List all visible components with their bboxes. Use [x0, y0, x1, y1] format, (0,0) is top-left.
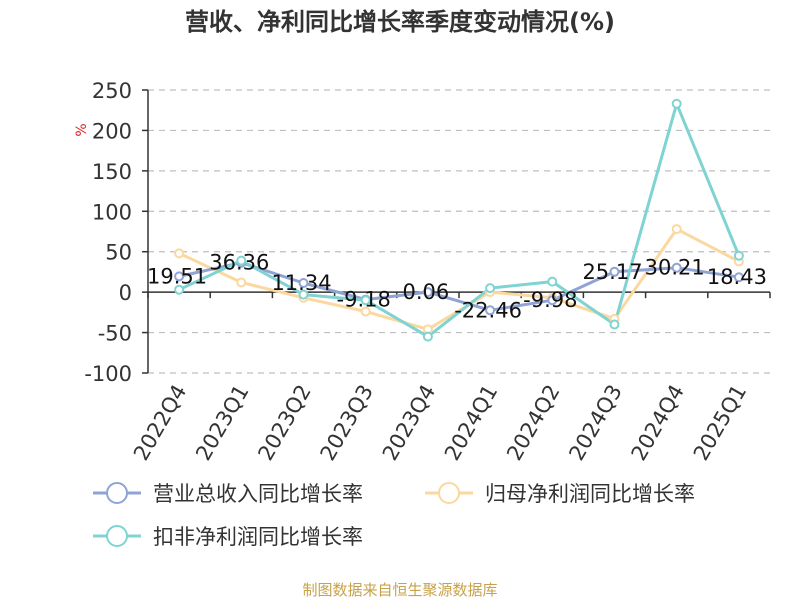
series-line: [178, 261, 740, 312]
y-tick-label: 150: [92, 160, 132, 184]
data-label: 11.34: [271, 271, 331, 295]
y-tick-label: 0: [119, 281, 132, 305]
legend-marker: [106, 525, 128, 547]
x-tick-label: 2023Q1: [191, 381, 253, 465]
legend-label: 营业总收入同比增长率: [153, 482, 363, 506]
legend-item: 营业总收入同比增长率: [93, 482, 363, 506]
y-tick-label: 50: [105, 241, 132, 265]
series-line: [178, 102, 741, 339]
legend-marker: [106, 482, 128, 504]
data-point: [422, 287, 433, 298]
x-tick-label: 2023Q3: [316, 381, 378, 465]
x-tick-label: 2023Q4: [378, 381, 440, 465]
legend-item: 扣非净利润同比增长率: [93, 525, 363, 549]
data-label: 0.06: [403, 280, 450, 304]
x-tick-label: 2025Q1: [689, 381, 751, 465]
points: [174, 98, 744, 342]
data-label: -9.98: [523, 288, 577, 312]
x-tick-label: 2024Q4: [627, 381, 689, 465]
data-point: [422, 331, 433, 342]
data-point: [671, 98, 682, 109]
data-label: 36.36: [209, 251, 269, 275]
data-label: 18.43: [707, 265, 767, 289]
data-point: [174, 271, 185, 282]
y-tick-label: -50: [98, 322, 132, 346]
source-note: 制图数据来自恒生聚源数据库: [302, 581, 497, 599]
data-point: [298, 289, 309, 300]
y-tick-label: 250: [92, 79, 132, 103]
data-point: [236, 277, 247, 288]
data-point: [671, 262, 682, 273]
data-point: [733, 272, 744, 283]
legend-label: 扣非净利润同比增长率: [153, 525, 363, 549]
data-point: [609, 266, 620, 277]
data-point: [671, 224, 682, 235]
y-axis-unit: %: [74, 123, 90, 136]
y-tick-label: 100: [92, 200, 132, 224]
grid: [148, 89, 770, 374]
data-point: [360, 306, 371, 317]
data-point: [236, 255, 247, 266]
data-point: [174, 248, 185, 259]
data-point: [609, 319, 620, 330]
series-lines: [178, 102, 741, 339]
x-tick-label: 2024Q2: [502, 381, 564, 465]
data-label: 30.21: [645, 256, 705, 280]
data-point: [360, 295, 371, 306]
data-label: -9.18: [337, 288, 391, 312]
x-tick-label: 2022Q4: [129, 381, 191, 465]
legend-marker: [438, 482, 460, 504]
chart-title: 营收、净利同比增长率季度变动情况(%): [185, 8, 615, 36]
data-point: [733, 250, 744, 261]
data-label: 19.51: [147, 264, 207, 288]
x-tick-label: 2023Q2: [253, 381, 315, 465]
y-tick-label: 200: [92, 119, 132, 143]
legend-item: 归母净利润同比增长率: [425, 482, 695, 506]
data-label: -22.46: [454, 298, 522, 322]
data-point: [485, 305, 496, 316]
data-point: [547, 276, 558, 287]
data-point: [547, 295, 558, 306]
legend-label: 归母净利润同比增长率: [485, 482, 695, 506]
data-point: [174, 284, 185, 295]
data-point: [485, 283, 496, 294]
x-tick-label: 2024Q3: [564, 381, 626, 465]
x-tick-label: 2024Q1: [440, 380, 502, 464]
y-tick-label: -100: [84, 362, 132, 386]
data-label: 25.17: [582, 260, 642, 284]
data-point: [298, 277, 309, 288]
